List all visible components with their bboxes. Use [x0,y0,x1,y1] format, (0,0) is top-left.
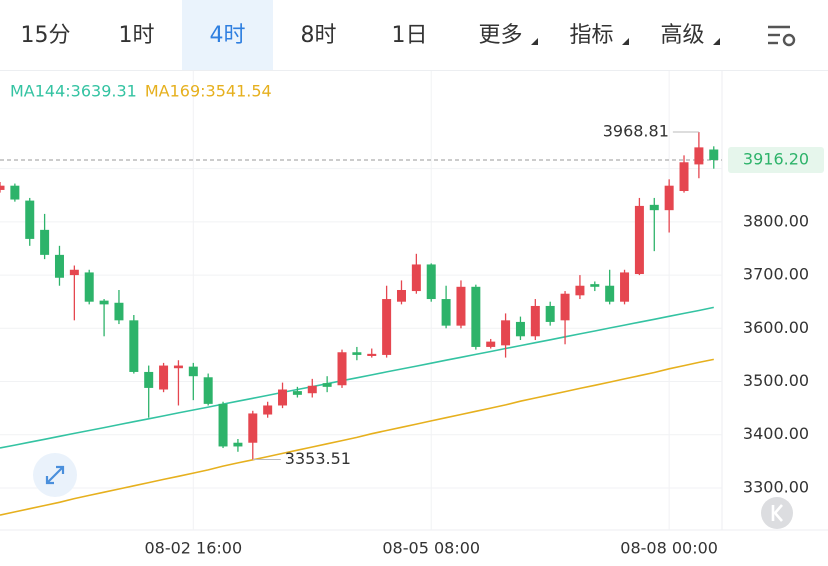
tab[interactable]: 1时 [91,0,182,70]
candle-body [0,185,5,190]
candle-body [129,320,139,372]
tab[interactable]: 高级 [637,0,728,70]
candle-body [203,377,213,404]
ma-line [0,306,714,449]
candle-body [322,383,332,387]
y-tick-label: 3400.00 [743,424,809,443]
candle-body [40,229,50,255]
dropdown-arrow [713,38,720,45]
candle-body [278,389,288,406]
kline-button[interactable] [761,497,793,529]
candle-body [114,302,124,321]
candle-body [248,413,258,443]
dropdown-arrow [622,38,629,45]
y-tick-label: 3600.00 [743,318,809,337]
candle-body [173,365,183,369]
candle-body [605,285,615,302]
candle-body [709,149,719,161]
candle-body [575,285,585,296]
candle-body [590,284,600,287]
candle-body [337,352,347,386]
candle-body [382,299,392,355]
candle-body [515,321,525,337]
candle-body [307,385,317,394]
candle-body [456,286,466,326]
low-label: 3353.51 [285,449,351,468]
high-label: 3968.81 [603,122,669,141]
candle-body [679,162,689,192]
candle-body [664,185,674,211]
dropdown-arrow [531,38,538,45]
tab-label: 高级 [660,23,705,48]
candle-body [159,365,169,390]
tab[interactable]: 15分 [0,0,91,70]
candle-body [530,305,540,337]
candle-body [441,299,451,326]
expand-button[interactable] [33,453,77,497]
candle-body [292,391,302,395]
legend-entry: MA169:3541.54 [145,82,272,101]
candle-body [396,289,406,302]
tab[interactable]: 4时 [182,0,273,70]
tab-label: 更多 [478,23,523,48]
candle-body [263,405,273,415]
candle-body [694,147,704,165]
candle-body [545,305,555,322]
tab-label: 8时 [300,23,337,48]
tab[interactable]: 更多 [455,0,546,70]
candle-body [218,403,228,447]
x-tick-label: 08-08 00:00 [620,539,718,558]
candle-body [352,352,362,355]
tab-label: 4时 [209,23,246,48]
tab[interactable]: 8时 [273,0,364,70]
candle-body [144,371,154,388]
y-tick-label: 3800.00 [743,211,809,230]
candle-body [411,264,421,292]
candle-body [69,269,79,276]
candle-body [54,254,64,278]
candle-body [486,341,496,347]
x-tick-label: 08-05 08:00 [382,539,480,558]
candle-body [620,272,630,302]
ma-line [0,358,714,516]
tab-label: 15分 [20,23,71,48]
tab-label: 1日 [391,23,428,48]
y-tick-label: 3700.00 [743,265,809,284]
candle-body [10,185,20,200]
candle-body [188,366,198,377]
candle-body [99,300,109,305]
tab-label: 1时 [118,23,155,48]
candle-body [233,442,243,447]
candle-body [25,200,35,239]
last-price-label: 3916.20 [743,150,809,169]
settings-icon[interactable] [768,25,796,47]
tab[interactable]: 1日 [364,0,455,70]
legend-entry: MA144:3639.31 [10,82,137,101]
last-price-tag [728,147,824,174]
candle-body [560,293,570,321]
timeframe-tabs: 15分 1时 4时 8时 1日 更多 指标 高级 [0,0,828,71]
candle-body [84,272,94,302]
tab-label: 指标 [569,23,614,48]
candle-body [634,205,644,275]
candle-body [471,286,481,347]
candle-body [649,204,659,211]
y-tick-label: 3500.00 [743,371,809,390]
candle-body [367,353,377,356]
x-tick-label: 08-02 16:00 [144,539,242,558]
candle-body [501,320,511,346]
y-tick-label: 3300.00 [743,477,809,496]
tab[interactable]: 指标 [546,0,637,70]
candle-body [426,264,436,300]
